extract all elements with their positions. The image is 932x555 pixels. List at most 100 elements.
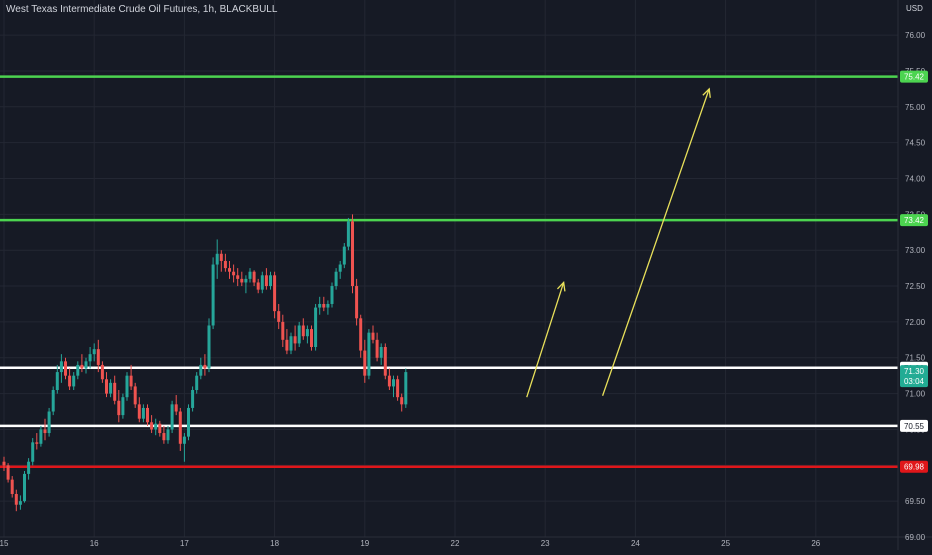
candle-body: [23, 473, 26, 502]
candle-body: [256, 282, 260, 290]
candle: [211, 257, 215, 330]
candle-body: [35, 442, 39, 444]
x-tick-label: 19: [360, 539, 369, 548]
candle-body: [146, 407, 149, 423]
candle: [84, 357, 88, 374]
level-label-text: 73.42: [904, 216, 925, 225]
candle-body: [264, 275, 268, 287]
candle: [367, 329, 371, 380]
candle-body: [338, 264, 342, 272]
candle-body: [305, 329, 309, 337]
candle-body: [100, 364, 104, 380]
candle: [203, 354, 207, 376]
candle: [379, 343, 383, 365]
candle: [256, 278, 260, 294]
candle-body: [187, 407, 190, 437]
candle: [158, 420, 162, 437]
candle-body: [96, 349, 100, 365]
candle-body: [27, 461, 31, 474]
candle: [371, 325, 375, 344]
y-tick-label: 71.50: [905, 354, 926, 363]
level-price-label: 69.98: [900, 460, 928, 473]
candle: [68, 368, 72, 391]
candle-body: [2, 461, 6, 466]
level-label-bg: [900, 460, 928, 473]
current-price-bg: [900, 365, 928, 388]
candle-body: [371, 332, 375, 340]
candle-body: [326, 303, 330, 308]
level-label-bg: [900, 70, 928, 83]
candle: [281, 314, 285, 347]
candle: [269, 271, 272, 290]
candle-body: [203, 364, 207, 369]
bar-countdown-text: 03:04: [904, 377, 925, 386]
candle: [318, 296, 322, 315]
candle: [178, 407, 182, 451]
candle-body: [248, 271, 252, 279]
candle: [117, 390, 121, 423]
candle: [260, 271, 264, 294]
candle-body: [355, 286, 359, 319]
candle: [109, 379, 113, 398]
candle: [228, 260, 231, 279]
candle: [289, 332, 293, 355]
candle: [236, 268, 240, 287]
level-label-text: 75.42: [904, 73, 925, 82]
candle: [23, 471, 26, 503]
x-tick-label: 16: [90, 539, 99, 548]
candle-body: [219, 253, 223, 261]
candle-body: [88, 354, 92, 362]
candle-body: [117, 400, 121, 416]
candle: [121, 393, 125, 419]
candle-body: [105, 379, 108, 394]
candle: [264, 268, 268, 290]
candle-body: [383, 346, 387, 376]
candle: [80, 354, 84, 373]
candle: [334, 268, 338, 290]
candle-body: [379, 346, 383, 358]
candle-body: [64, 361, 67, 376]
trend-arrow[interactable]: [601, 87, 711, 396]
candle-body: [174, 404, 178, 412]
candle: [166, 425, 170, 444]
candle: [207, 318, 211, 373]
y-tick-label: 71.00: [905, 390, 926, 399]
candle: [252, 270, 256, 287]
candle-body: [207, 325, 211, 369]
candle-body: [232, 271, 236, 276]
candle: [322, 296, 326, 312]
candle-body: [80, 364, 84, 369]
candle-body: [260, 275, 264, 290]
level-price-label: 73.42: [900, 214, 928, 227]
candle-body: [342, 246, 346, 265]
candle: [105, 372, 108, 398]
candle-body: [68, 375, 72, 387]
candle: [273, 271, 277, 319]
candle: [187, 404, 190, 441]
candle-body: [191, 390, 195, 408]
trend-arrow[interactable]: [526, 281, 566, 398]
candle: [129, 364, 133, 391]
candle: [363, 339, 367, 383]
x-tick-label: 24: [631, 539, 640, 548]
candle-body: [322, 303, 326, 308]
candle-body: [387, 375, 391, 387]
candle-body: [375, 339, 379, 358]
currency-label[interactable]: USD: [906, 4, 923, 13]
candle: [396, 375, 400, 401]
x-tick-label: 18: [270, 539, 279, 548]
candle-body: [223, 260, 227, 269]
candle-body: [182, 436, 186, 444]
candle: [338, 260, 342, 279]
y-tick-label: 69.50: [905, 497, 926, 506]
y-tick-label: 74.50: [905, 139, 926, 148]
y-tick-label: 75.00: [905, 103, 926, 112]
candle: [297, 321, 301, 347]
y-tick-label: 74.00: [905, 174, 926, 183]
arrow-shaft: [526, 282, 565, 398]
candle: [277, 303, 281, 330]
candle: [355, 278, 359, 326]
candle-body: [166, 429, 170, 441]
